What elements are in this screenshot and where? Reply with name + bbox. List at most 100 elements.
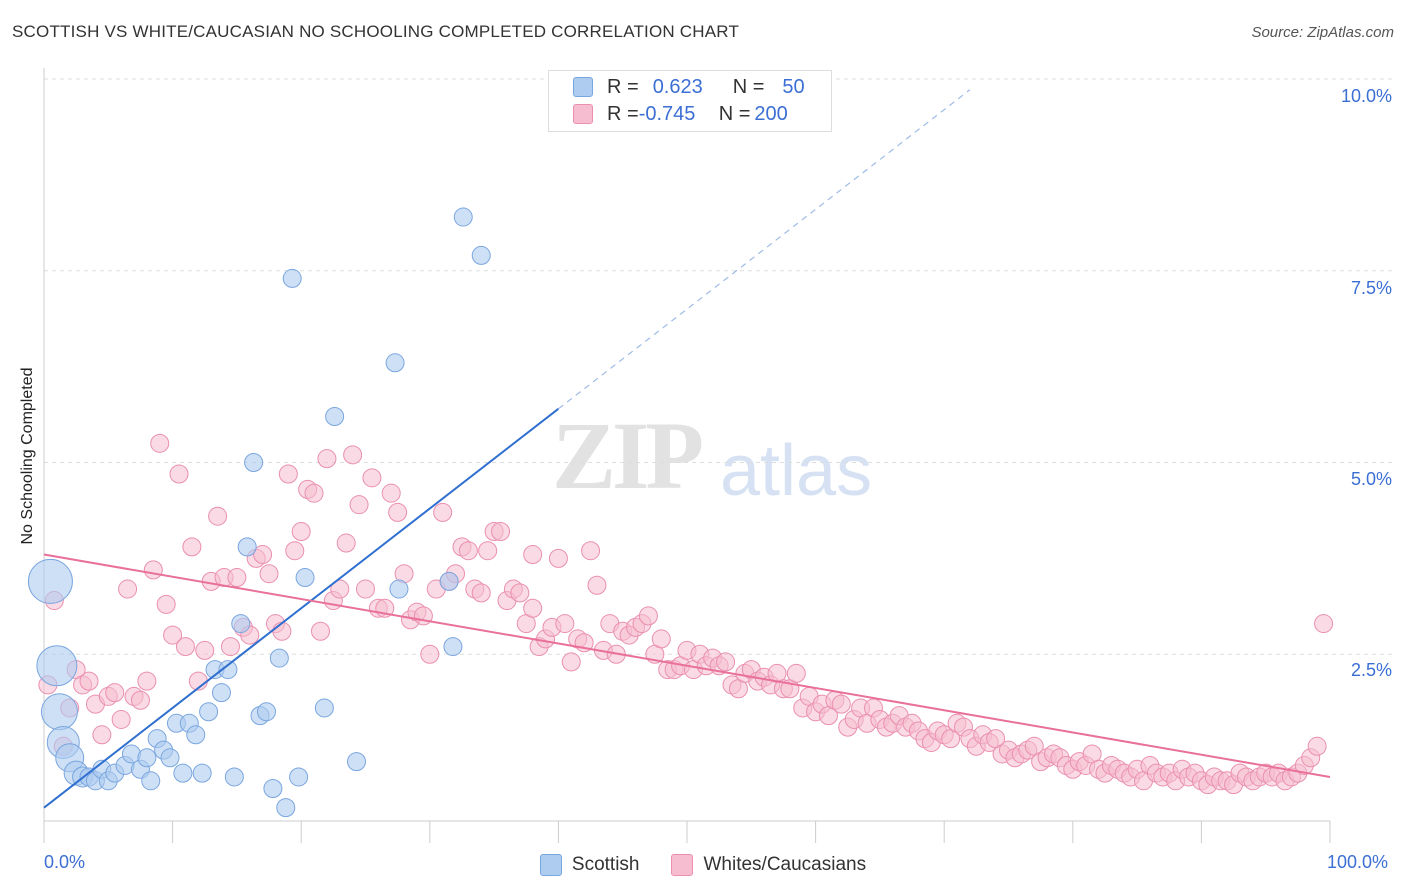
pink-point bbox=[291, 522, 311, 542]
pink-point bbox=[420, 644, 440, 664]
pink-point bbox=[581, 541, 601, 561]
pink-point bbox=[381, 483, 401, 503]
pink-point bbox=[317, 449, 337, 469]
blue-point bbox=[295, 568, 315, 588]
blue-point bbox=[36, 645, 78, 687]
blue-point bbox=[471, 245, 491, 265]
legend-label-whites: Whites/Caucasians bbox=[703, 854, 867, 875]
pink-point bbox=[285, 541, 305, 561]
pink-point bbox=[343, 445, 363, 465]
legend-swatch-blue bbox=[573, 77, 593, 97]
pink-point bbox=[156, 594, 176, 614]
pink-point bbox=[491, 522, 511, 542]
stats-legend: R = 0.623 N = 50 R = -0.745 N = 200 bbox=[548, 70, 832, 132]
pink-point bbox=[587, 575, 607, 595]
y-tick-label-5: 5.0% bbox=[1350, 469, 1392, 489]
y-tick-label-2-5: 2.5% bbox=[1350, 660, 1392, 680]
pink-point bbox=[523, 598, 543, 618]
pink-point bbox=[130, 690, 150, 710]
legend-r-value: 0.623 bbox=[652, 75, 703, 98]
blue-point bbox=[439, 571, 459, 591]
pink-point bbox=[79, 671, 99, 691]
x-tick-label-max: 100.0% bbox=[1327, 852, 1389, 872]
pink-point bbox=[310, 621, 330, 641]
blue-point bbox=[443, 637, 463, 657]
blue-point bbox=[276, 798, 296, 818]
pink-point bbox=[272, 621, 292, 641]
pink-point bbox=[433, 502, 453, 522]
pink-point bbox=[175, 637, 195, 657]
pink-point bbox=[220, 637, 240, 657]
pink-point bbox=[182, 537, 202, 557]
pink-point bbox=[388, 502, 408, 522]
pink-point bbox=[118, 579, 138, 599]
blue-point bbox=[211, 683, 231, 703]
blue-point bbox=[385, 353, 405, 373]
pink-point bbox=[150, 433, 170, 453]
legend-n-value: 200 bbox=[754, 102, 788, 125]
pink-point bbox=[330, 579, 350, 599]
blue-trend-line bbox=[43, 408, 560, 809]
legend-row-whites: R = -0.745 N = 200 bbox=[573, 101, 788, 127]
blue-trend-extension bbox=[558, 89, 971, 410]
legend-item-scottish[interactable]: Scottish bbox=[539, 854, 640, 876]
blue-point bbox=[282, 268, 302, 288]
pink-point bbox=[208, 506, 228, 526]
blue-point bbox=[173, 763, 193, 783]
pink-point bbox=[253, 545, 273, 565]
blue-point bbox=[186, 725, 206, 745]
pink-point bbox=[510, 583, 530, 603]
blue-point bbox=[218, 660, 238, 680]
blue-point bbox=[27, 558, 73, 604]
blue-point bbox=[325, 406, 345, 426]
pink-point bbox=[195, 640, 215, 660]
blue-point bbox=[256, 702, 276, 722]
blue-point bbox=[237, 537, 257, 557]
blue-point bbox=[224, 767, 244, 787]
pink-point bbox=[336, 533, 356, 553]
pink-point bbox=[523, 545, 543, 565]
blue-point bbox=[160, 748, 180, 768]
legend-n-label: N = bbox=[732, 75, 765, 98]
blue-point bbox=[314, 698, 334, 718]
legend-label-scottish: Scottish bbox=[571, 854, 640, 875]
pink-point bbox=[356, 579, 375, 599]
pink-point bbox=[458, 541, 478, 561]
watermark-zip: ZIP bbox=[552, 402, 704, 509]
legend-r-label: R = bbox=[607, 75, 639, 98]
legend-n-label: N = bbox=[718, 102, 751, 125]
pink-point bbox=[831, 694, 851, 714]
blue-point bbox=[263, 778, 283, 798]
blue-point bbox=[269, 648, 289, 668]
pink-point bbox=[349, 495, 369, 515]
blue-point bbox=[244, 453, 264, 472]
blue-point bbox=[40, 693, 78, 731]
pink-point bbox=[555, 614, 575, 634]
legend-swatch-blue bbox=[539, 854, 562, 876]
blue-point bbox=[199, 702, 219, 722]
x-tick-label-min: 0.0% bbox=[44, 852, 86, 872]
pink-point bbox=[1307, 736, 1327, 756]
legend-swatch-pink bbox=[573, 104, 593, 124]
pink-point bbox=[362, 468, 382, 488]
pink-point bbox=[169, 464, 189, 484]
y-tick-label-10: 10.0% bbox=[1340, 86, 1392, 106]
pink-point bbox=[137, 671, 157, 691]
pink-point bbox=[105, 683, 125, 703]
legend-swatch-pink bbox=[671, 854, 694, 876]
legend-n-value: 50 bbox=[782, 75, 805, 98]
pink-point bbox=[143, 560, 163, 580]
pink-point bbox=[227, 568, 247, 588]
series-legend: Scottish Whites/Caucasians bbox=[0, 852, 1406, 878]
blue-point bbox=[137, 748, 157, 768]
legend-r-value: -0.745 bbox=[638, 102, 696, 125]
pink-trend-line bbox=[43, 553, 1331, 778]
pink-point bbox=[1314, 614, 1334, 634]
pink-point bbox=[111, 709, 131, 729]
pink-point bbox=[92, 725, 112, 745]
blue-point bbox=[389, 579, 409, 599]
chart-title: SCOTTISH VS WHITE/CAUCASIAN NO SCHOOLING… bbox=[12, 22, 740, 41]
blue-point bbox=[453, 207, 473, 227]
blue-point bbox=[346, 752, 366, 772]
legend-item-whites[interactable]: Whites/Caucasians bbox=[671, 854, 866, 876]
